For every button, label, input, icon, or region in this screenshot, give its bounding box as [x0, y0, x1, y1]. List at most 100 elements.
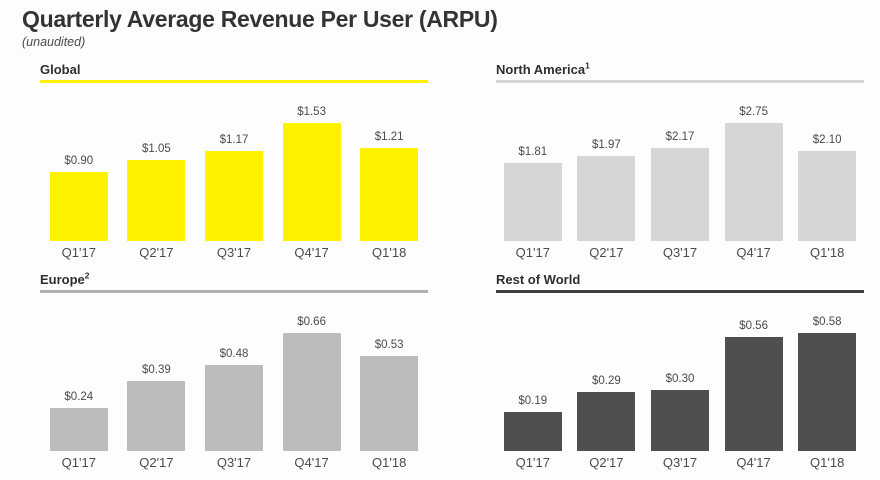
bar — [204, 365, 263, 451]
x-axis-tick-label: Q1'18 — [810, 455, 845, 470]
bar — [360, 148, 419, 241]
x-axis-tick-label: Q3'17 — [662, 245, 698, 260]
bar-group: $0.39 — [118, 299, 196, 451]
bar-value-label: $0.56 — [739, 320, 768, 332]
panel-global: Global $0.90 $1.05 $1.17 $1.53 $1.21 Q1'17 Q2… — [40, 62, 428, 260]
bar — [577, 392, 636, 451]
bar-value-label: $1.05 — [142, 143, 171, 155]
bar-group: $0.19 — [496, 299, 570, 451]
bar-value-label: $0.24 — [64, 391, 94, 403]
bar-group: $0.53 — [350, 299, 428, 451]
panel-rest-of-world: Rest of World $0.19 $0.29 $0.30 $0.56 $0.58 … — [496, 272, 864, 470]
x-axis-tick-label: Q2'17 — [589, 455, 624, 470]
bar-group: $2.10 — [790, 89, 864, 241]
bar-value-label: $0.30 — [665, 373, 695, 385]
panel-title-text: North America — [496, 62, 586, 77]
bar — [282, 123, 341, 241]
panel-title-rest-of-world: Rest of World — [496, 272, 864, 287]
panel-title-text: Europe — [40, 272, 85, 287]
bar-value-label: $0.66 — [297, 316, 326, 328]
bar-group: $2.75 — [717, 89, 791, 241]
bar-value-label: $2.75 — [739, 106, 768, 118]
axis-labels-global: Q1'17 Q2'17 Q3'17 Q4'17 Q1'18 — [40, 245, 428, 261]
chart-global: $0.90 $1.05 $1.17 $1.53 $1.21 Q1'17 Q2'17 Q3'1… — [40, 89, 428, 264]
bar-value-label: $0.58 — [812, 316, 842, 328]
x-axis-tick-label: Q4'17 — [294, 455, 329, 470]
bar — [360, 356, 419, 451]
bar-group: $1.53 — [273, 89, 351, 241]
panel-rule-global — [40, 80, 428, 83]
x-axis-tick-label: Q4'17 — [736, 245, 771, 260]
x-axis-tick-label: Q4'17 — [736, 455, 771, 470]
bar — [49, 408, 108, 451]
panel-title-north-america: North America1 — [496, 60, 864, 77]
bar-group: $0.90 — [40, 89, 118, 241]
bar — [503, 412, 562, 451]
bar-value-label: $1.21 — [374, 131, 404, 143]
bar-value-label: $0.53 — [374, 339, 404, 351]
bar-value-label: $2.17 — [665, 131, 695, 143]
bar — [724, 123, 783, 241]
panel-rule-europe — [40, 290, 428, 293]
bar-value-label: $1.17 — [219, 134, 249, 146]
bar — [49, 172, 108, 241]
bar-group: $0.56 — [717, 299, 791, 451]
bar — [724, 337, 783, 451]
page-title: Quarterly Average Revenue Per User (ARPU… — [22, 6, 498, 32]
x-axis-tick-label: Q2'17 — [139, 245, 174, 260]
axis-labels-rest-of-world: Q1'17 Q2'17 Q3'17 Q4'17 Q1'18 — [496, 455, 864, 471]
x-axis-tick-label: Q3'17 — [216, 455, 252, 470]
panel-footnote-marker: 2 — [84, 270, 90, 281]
page-subtitle: (unaudited) — [22, 35, 86, 49]
bar-value-label: $1.53 — [297, 106, 326, 118]
bar — [127, 381, 186, 451]
bar-value-label: $0.19 — [518, 395, 548, 407]
axis-labels-north-america: Q1'17 Q2'17 Q3'17 Q4'17 Q1'18 — [496, 245, 864, 261]
panel-footnote-marker: 1 — [585, 60, 590, 71]
bar-group: $0.48 — [195, 299, 273, 451]
bar-value-label: $1.81 — [518, 146, 548, 158]
x-axis-tick-label: Q1'18 — [810, 245, 845, 260]
panel-title-text: Global — [40, 62, 81, 77]
bar — [503, 163, 562, 241]
bar — [577, 156, 636, 241]
bar-value-label: $2.10 — [812, 134, 842, 146]
bar-group: $1.21 — [350, 89, 428, 241]
plot-area-north-america: $1.81 $1.97 $2.17 $2.75 $2.10 — [496, 89, 864, 241]
bar-value-label: $0.39 — [142, 364, 171, 376]
x-axis-tick-label: Q1'17 — [61, 455, 96, 470]
bar-group: $0.30 — [643, 299, 717, 451]
x-axis-tick-label: Q1'17 — [61, 245, 96, 260]
panel-title-text: Rest of World — [496, 272, 581, 287]
bar — [650, 148, 709, 241]
bar — [798, 151, 857, 241]
bar-value-label: $0.48 — [219, 348, 249, 360]
bar-value-label: $1.97 — [592, 139, 621, 151]
bar-group: $1.97 — [570, 89, 644, 241]
bar-group: $0.58 — [790, 299, 864, 451]
bar-group: $1.81 — [496, 89, 570, 241]
bar-group: $2.17 — [643, 89, 717, 241]
panel-rule-north-america — [496, 80, 864, 83]
chart-rest-of-world: $0.19 $0.29 $0.30 $0.56 $0.58 Q1'17 Q2'17 Q3'1… — [496, 299, 864, 474]
chart-europe: $0.24 $0.39 $0.48 $0.66 $0.53 Q1'17 Q2'17 Q3'1… — [40, 299, 428, 474]
x-axis-tick-label: Q3'17 — [662, 455, 698, 470]
axis-labels-europe: Q1'17 Q2'17 Q3'17 Q4'17 Q1'18 — [40, 455, 428, 471]
x-axis-tick-label: Q3'17 — [216, 245, 252, 260]
x-axis-tick-label: Q1'17 — [515, 455, 550, 470]
bar-value-label: $0.90 — [64, 155, 94, 167]
bar — [204, 151, 263, 241]
bar — [798, 333, 857, 451]
x-axis-tick-label: Q4'17 — [294, 245, 329, 260]
panel-europe: Europe2 $0.24 $0.39 $0.48 $0.66 $0.53 Q1'17 Q… — [40, 270, 428, 470]
panel-title-europe: Europe2 — [40, 270, 428, 287]
bar-group: $1.17 — [195, 89, 273, 241]
panel-north-america: North America1 $1.81 $1.97 $2.17 $2.75 $2.10… — [496, 60, 864, 260]
plot-area-europe: $0.24 $0.39 $0.48 $0.66 $0.53 — [40, 299, 428, 451]
plot-area-global: $0.90 $1.05 $1.17 $1.53 $1.21 — [40, 89, 428, 241]
x-axis-tick-label: Q2'17 — [589, 245, 624, 260]
chart-north-america: $1.81 $1.97 $2.17 $2.75 $2.10 Q1'17 Q2'17 Q3'1… — [496, 89, 864, 264]
bar-group: $0.24 — [40, 299, 118, 451]
bar — [650, 390, 709, 451]
